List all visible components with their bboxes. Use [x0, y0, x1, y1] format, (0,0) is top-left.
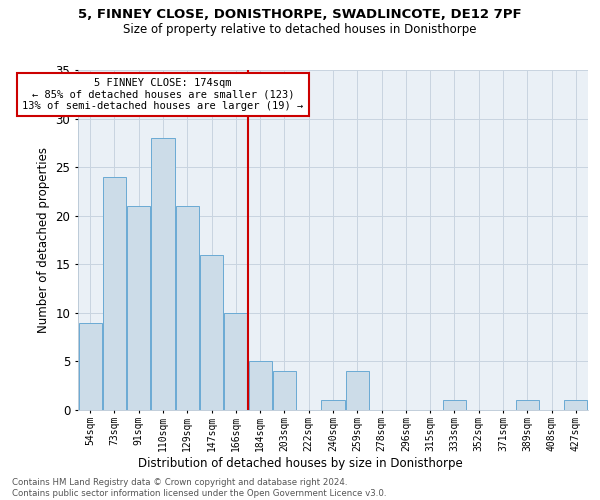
- Bar: [322, 400, 344, 410]
- Y-axis label: Number of detached properties: Number of detached properties: [37, 147, 50, 333]
- Bar: [79, 322, 101, 410]
- Bar: [346, 371, 369, 410]
- Bar: [151, 138, 175, 410]
- Bar: [443, 400, 466, 410]
- Bar: [127, 206, 150, 410]
- Text: Distribution of detached houses by size in Donisthorpe: Distribution of detached houses by size …: [137, 458, 463, 470]
- Bar: [176, 206, 199, 410]
- Bar: [103, 177, 126, 410]
- Text: 5, FINNEY CLOSE, DONISTHORPE, SWADLINCOTE, DE12 7PF: 5, FINNEY CLOSE, DONISTHORPE, SWADLINCOT…: [78, 8, 522, 20]
- Text: Size of property relative to detached houses in Donisthorpe: Size of property relative to detached ho…: [123, 22, 477, 36]
- Text: 5 FINNEY CLOSE: 174sqm
← 85% of detached houses are smaller (123)
13% of semi-de: 5 FINNEY CLOSE: 174sqm ← 85% of detached…: [22, 78, 304, 111]
- Bar: [248, 362, 272, 410]
- Bar: [200, 254, 223, 410]
- Bar: [273, 371, 296, 410]
- Bar: [565, 400, 587, 410]
- Bar: [516, 400, 539, 410]
- Bar: [224, 313, 247, 410]
- Text: Contains HM Land Registry data © Crown copyright and database right 2024.
Contai: Contains HM Land Registry data © Crown c…: [12, 478, 386, 498]
